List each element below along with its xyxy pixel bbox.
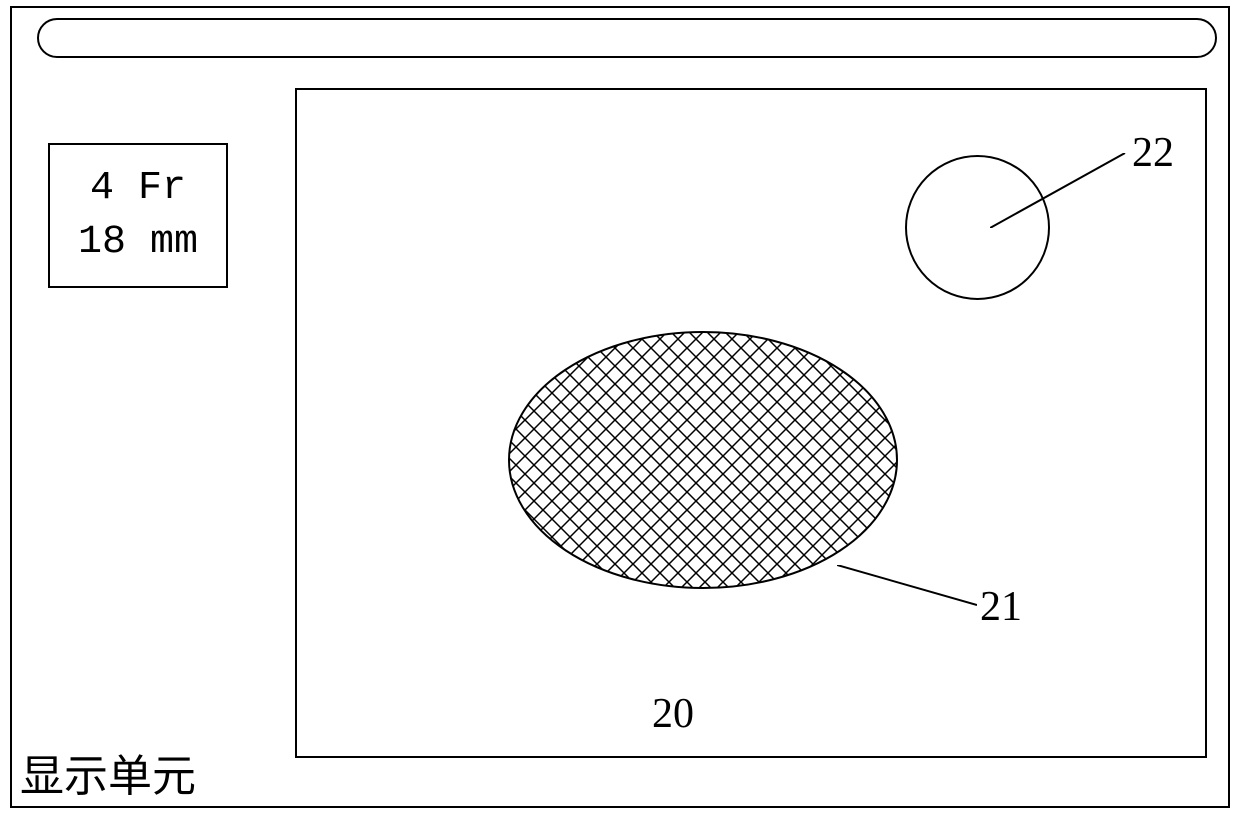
display-panel: 20 21 22 xyxy=(295,88,1207,758)
reference-label-21: 21 xyxy=(980,583,1022,631)
reference-label-20: 20 xyxy=(652,690,694,738)
info-box: 4 Fr 18 mm xyxy=(48,143,228,288)
open-circle xyxy=(905,155,1050,300)
hatched-ellipse xyxy=(507,330,899,590)
outer-frame: 4 Fr 18 mm 20 21 22 xyxy=(10,6,1230,808)
info-line-1: 4 Fr xyxy=(90,162,186,216)
reference-label-22: 22 xyxy=(1132,129,1174,177)
top-bar xyxy=(37,18,1217,58)
footer-label: 显示单元 xyxy=(20,740,196,804)
info-line-2: 18 mm xyxy=(78,216,198,270)
